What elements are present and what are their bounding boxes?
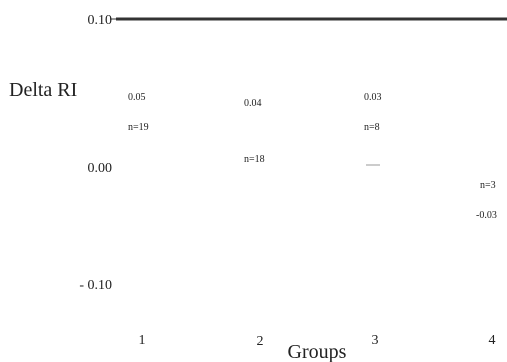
y-tick-label-0: 0.10 xyxy=(88,13,113,28)
y-axis-label: Delta RI xyxy=(9,79,77,101)
x-category-label-1: 1 xyxy=(139,333,146,348)
x-category-label-2: 2 xyxy=(257,334,264,349)
n-label-group-2: n=18 xyxy=(244,154,265,165)
value-label-group-2: 0.04 xyxy=(244,98,262,109)
value-label-group-4: -0.03 xyxy=(476,210,497,221)
y-tick-label-2: - 0.10 xyxy=(79,278,112,293)
y-tick-label-1: 0.00 xyxy=(88,161,113,176)
n-label-group-4: n=3 xyxy=(480,180,496,191)
x-category-label-3: 3 xyxy=(372,333,379,348)
x-category-label-4: 4 xyxy=(489,333,496,348)
x-axis-label: Groups xyxy=(288,341,347,362)
n-label-group-3: n=8 xyxy=(364,122,380,133)
value-label-group-1: 0.05 xyxy=(128,92,146,103)
value-label-group-3: 0.03 xyxy=(364,92,382,103)
n-label-group-1: n=19 xyxy=(128,122,149,133)
